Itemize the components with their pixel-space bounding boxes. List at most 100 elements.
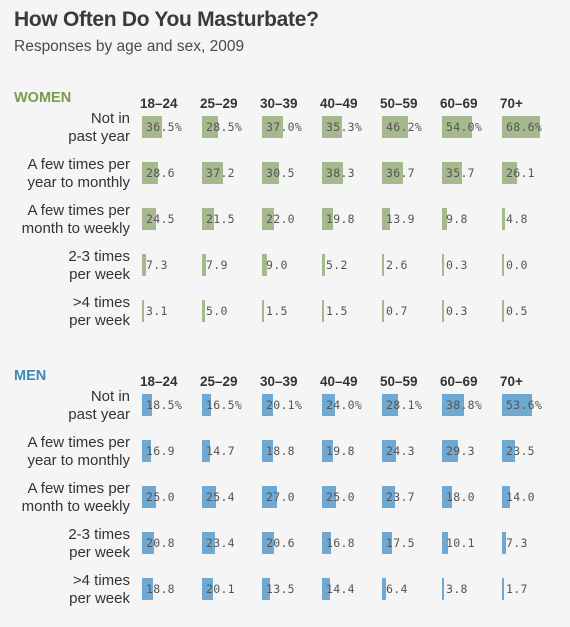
value-bar (442, 394, 464, 416)
value-label: 3.1 (146, 304, 168, 318)
value-label: 0.3 (446, 304, 468, 318)
value-label: 2.6 (386, 258, 408, 272)
value-label: 46.2% (386, 120, 423, 134)
value-label: 14.7 (206, 444, 235, 458)
value-label: 18.8 (266, 444, 295, 458)
age-group-header: 18–24 (140, 96, 178, 111)
value-label: 54.0% (446, 120, 483, 134)
value-bar (202, 486, 217, 508)
row-label-line: A few times per (27, 156, 130, 173)
value-label: 29.3 (446, 444, 475, 458)
value-bar (442, 440, 459, 462)
row-label-line: Not in (90, 388, 130, 405)
row-label-line: A few times per (27, 480, 130, 497)
age-group-header: 25–29 (200, 96, 238, 111)
row-label-line: 2-3 times (68, 248, 130, 265)
value-label: 27.0 (266, 490, 295, 504)
value-label: 35.3% (326, 120, 363, 134)
value-bar (202, 116, 218, 138)
value-bar (142, 116, 163, 138)
value-bar (262, 162, 280, 184)
value-bar (322, 578, 331, 600)
value-bar (262, 440, 273, 462)
value-bar (322, 300, 324, 322)
value-label: 68.6% (506, 120, 543, 134)
value-label: 19.8 (326, 212, 355, 226)
value-label: 20.1% (266, 398, 303, 412)
row-label-line: A few times per (27, 202, 130, 219)
value-label: 6.4 (386, 582, 408, 596)
value-label: 24.3 (386, 444, 415, 458)
value-label: 5.0 (206, 304, 228, 318)
value-bar (382, 440, 396, 462)
row-label-line: >4 times (72, 294, 130, 311)
value-label: 7.3 (506, 536, 528, 550)
row-label-line: past year (68, 406, 130, 423)
value-label: 25.4 (206, 490, 235, 504)
value-bar (262, 300, 264, 322)
value-bar (262, 394, 274, 416)
value-label: 24.0% (326, 398, 363, 412)
row-label-line: 2-3 times (68, 526, 130, 543)
age-group-header: 30–39 (260, 96, 298, 111)
value-bar (502, 162, 517, 184)
value-bar (322, 394, 336, 416)
value-bar (442, 300, 444, 322)
value-label: 0.0 (506, 258, 528, 272)
value-bar (322, 162, 344, 184)
value-bar (502, 300, 504, 322)
age-group-header: 50–59 (380, 374, 418, 389)
row-label-line: per week (69, 312, 130, 329)
value-label: 14.4 (326, 582, 355, 596)
value-label: 20.8 (146, 536, 175, 550)
value-label: 23.5 (506, 444, 535, 458)
age-group-header: 70+ (500, 374, 523, 389)
value-bar (502, 254, 504, 276)
value-label: 38.8% (446, 398, 483, 412)
value-label: 53.6% (506, 398, 543, 412)
value-label: 13.9 (386, 212, 415, 226)
section-label: WOMEN (14, 90, 72, 106)
value-bar (142, 254, 147, 276)
value-label: 18.8 (146, 582, 175, 596)
age-group-header: 50–59 (380, 96, 418, 111)
value-label: 9.0 (266, 258, 288, 272)
age-group-header: 18–24 (140, 374, 178, 389)
row-label-line: month to weekly (21, 498, 130, 515)
value-bar (502, 486, 510, 508)
row-label: 2-3 times per week (0, 248, 130, 284)
row-label: Not in past year (0, 110, 130, 146)
value-bar (262, 254, 268, 276)
value-bar (262, 578, 270, 600)
value-label: 37.0% (266, 120, 303, 134)
value-bar (382, 532, 392, 554)
value-label: 0.3 (446, 258, 468, 272)
value-bar (142, 208, 156, 230)
value-bar (382, 578, 386, 600)
value-label: 30.5 (266, 166, 295, 180)
row-label: >4 times per week (0, 572, 130, 608)
value-label: 13.5 (266, 582, 295, 596)
value-bar (382, 394, 398, 416)
value-bar (442, 532, 448, 554)
value-bar (322, 254, 325, 276)
row-label: A few times per month to weekly (0, 202, 130, 238)
value-bar (142, 578, 153, 600)
value-label: 35.7 (446, 166, 475, 180)
value-label: 36.7 (386, 166, 415, 180)
age-group-header: 25–29 (200, 374, 238, 389)
value-bar (502, 208, 505, 230)
value-bar (382, 486, 396, 508)
value-label: 9.8 (446, 212, 468, 226)
value-label: 0.5 (506, 304, 528, 318)
value-label: 26.1 (506, 166, 535, 180)
row-label-line: >4 times (72, 572, 130, 589)
row-label-line: A few times per (27, 434, 130, 451)
value-bar (442, 578, 445, 600)
value-bar (382, 254, 384, 276)
row-label-line: year to monthly (27, 452, 130, 469)
value-label: 1.5 (326, 304, 348, 318)
value-label: 4.8 (506, 212, 528, 226)
row-label: >4 times per week (0, 294, 130, 330)
value-bar (382, 116, 408, 138)
